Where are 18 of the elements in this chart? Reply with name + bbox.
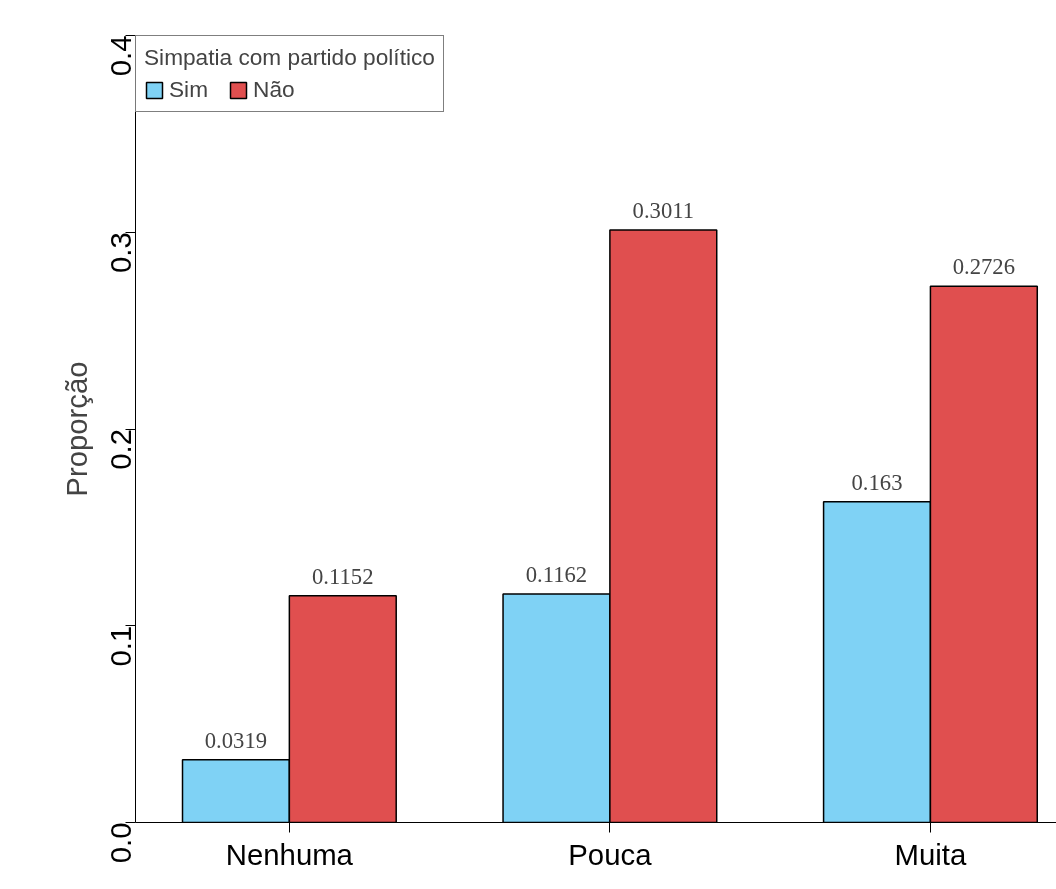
y-axis-title: Proporção bbox=[59, 361, 93, 497]
data-label: 0.2726 bbox=[952, 254, 1016, 280]
x-tick-label: Nenhuma bbox=[225, 837, 354, 871]
y-tick-label: 0.1 bbox=[103, 625, 137, 667]
legend-title: Simpatia com partido político bbox=[144, 44, 435, 71]
x-tick-label: Pouca bbox=[568, 837, 653, 871]
data-label: 0.1162 bbox=[525, 561, 588, 587]
y-tick-label: 0.0 bbox=[103, 822, 137, 864]
legend-label: Não bbox=[253, 76, 295, 103]
data-label: 0.3011 bbox=[632, 198, 695, 224]
legend-label: Sim bbox=[169, 76, 209, 103]
data-label: 0.163 bbox=[851, 469, 903, 495]
y-tick-label: 0.4 bbox=[103, 35, 137, 77]
data-label: 0.1152 bbox=[312, 563, 374, 589]
y-tick-label: 0.3 bbox=[103, 232, 137, 274]
y-tick-label: 0.2 bbox=[103, 428, 137, 470]
data-label: 0.0319 bbox=[204, 727, 268, 753]
x-tick-label: Muita bbox=[894, 837, 967, 871]
